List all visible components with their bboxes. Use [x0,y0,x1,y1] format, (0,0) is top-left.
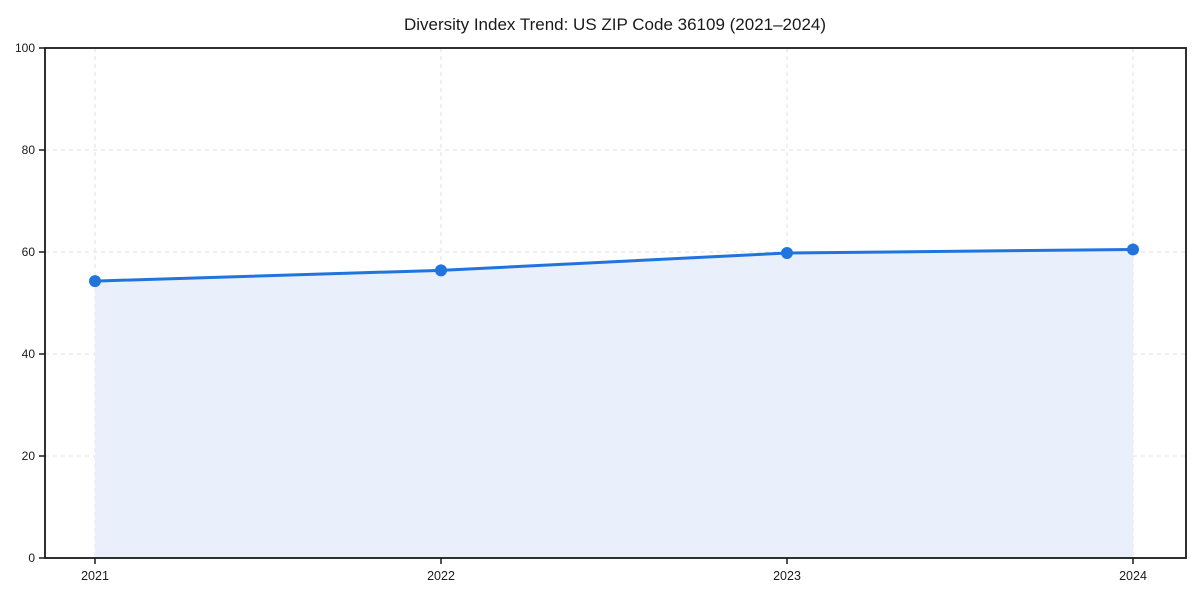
y-tick-label: 0 [28,551,35,565]
y-tick-label: 80 [22,143,36,157]
x-tick-label: 2024 [1119,569,1147,583]
trend-line [93,247,1135,283]
data-point-marker [781,247,793,260]
area-fill [95,249,1133,558]
x-tick-label: 2023 [773,569,801,583]
axes-frame [44,47,1187,559]
y-tick-label: 40 [22,347,36,361]
y-tick-label: 100 [15,41,35,55]
y-tick-label: 60 [22,245,36,259]
data-point-marker [89,275,101,288]
chart-title: Diversity Index Trend: US ZIP Code 36109… [404,15,826,34]
x-tick-label: 2021 [81,569,109,583]
x-tick-label: 2022 [427,569,455,583]
y-tick-label: 20 [22,449,36,463]
data-point-marker [1127,243,1139,256]
data-point-marker [435,264,447,277]
plot-area: 0 20 40 60 80 100 2021 2022 2023 2024 [15,41,1187,583]
